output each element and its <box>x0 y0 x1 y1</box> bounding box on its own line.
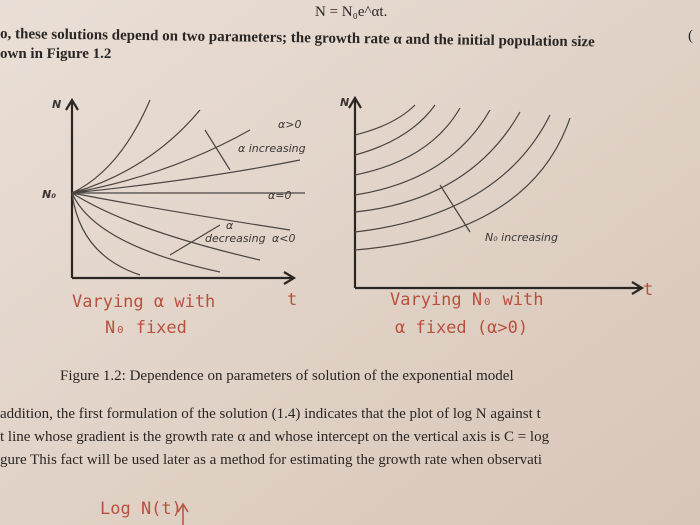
y-axis-label: N <box>52 98 61 111</box>
x-axis-label: t <box>287 290 297 310</box>
note: N₀ fixed <box>105 318 187 338</box>
right-figure: N N₀ increasing t Varying N₀ with α fixe… <box>340 95 653 338</box>
annotation: decreasing <box>205 232 266 245</box>
equation: N = N₀e^αt. <box>315 4 387 20</box>
annotation: N₀ increasing <box>485 231 558 244</box>
figure-caption: Figure 1.2: Dependence on parameters of … <box>60 368 514 384</box>
note: α fixed (α>0) <box>395 318 528 338</box>
text-line: gure This fact will be used later as a m… <box>0 452 542 468</box>
edge-mark: ( <box>688 28 693 44</box>
left-figure: N N₀ α>0 α increasing α=0 α decreasing α… <box>42 97 306 338</box>
text-line: own in Figure 1.2 <box>0 46 111 62</box>
y-axis-label: N <box>340 96 349 109</box>
annotation: α <box>226 219 234 232</box>
start-label: N₀ <box>42 188 56 201</box>
annotation: α=0 <box>268 189 291 202</box>
x-axis-label: t <box>643 280 653 300</box>
note: Varying N₀ with <box>390 290 544 310</box>
next-figure-axis <box>177 502 189 525</box>
annotation: α increasing <box>238 142 306 155</box>
text-line: t line whose gradient is the growth rate… <box>0 429 550 445</box>
note: Varying α with <box>72 292 215 312</box>
text-line: addition, the first formulation of the s… <box>0 406 542 422</box>
annotation: α<0 <box>272 232 295 245</box>
annotation: α>0 <box>278 118 301 131</box>
next-figure-label: Log N(t) <box>100 499 182 519</box>
